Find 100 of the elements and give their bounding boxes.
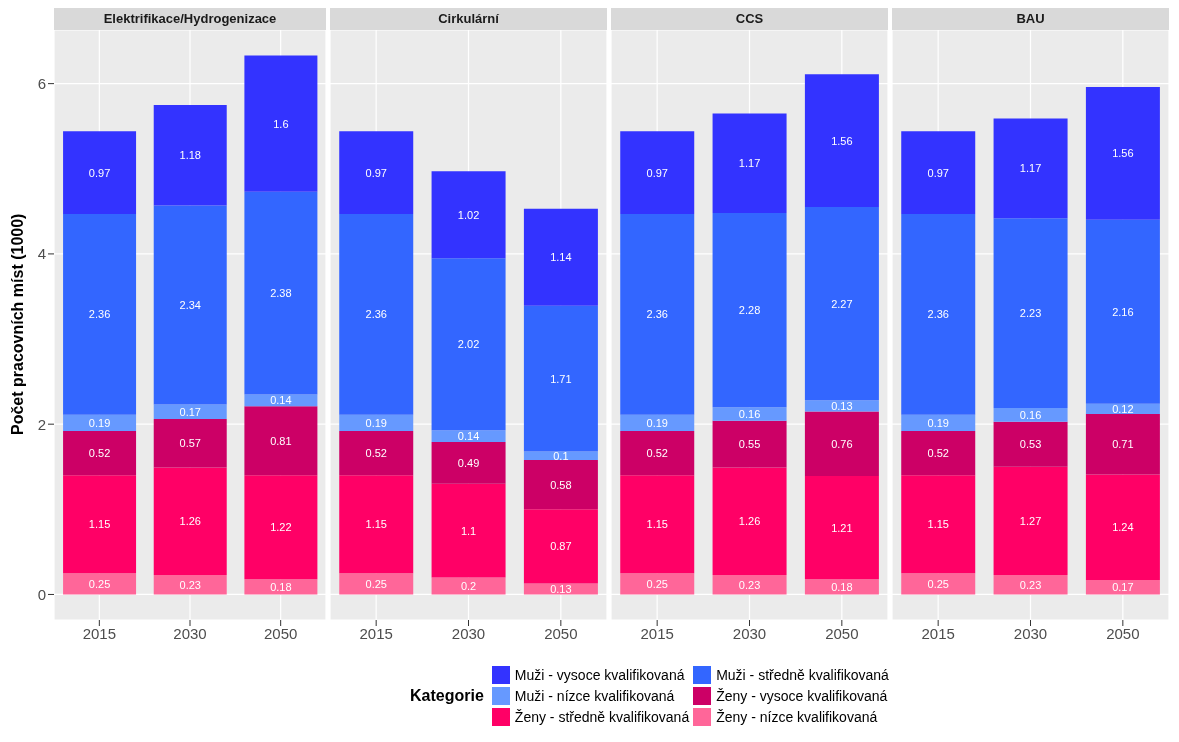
x-tick-label: 2030 [173,624,207,642]
data-label: 1.15 [646,518,668,531]
data-label: 0.97 [646,166,668,179]
data-label: 1.26 [179,515,201,528]
bar [63,414,137,431]
bar [620,213,695,415]
y-tick-label: 0 [37,585,46,603]
bar [523,451,598,460]
bar [431,483,506,578]
data-label: 2.36 [927,308,949,321]
data-label: 0.23 [1019,578,1042,591]
data-label: 1.27 [1019,514,1042,527]
bar [901,414,976,431]
bar [1085,219,1160,404]
bar [244,475,318,580]
data-label: 1.22 [270,521,292,534]
data-label: 0.2 [460,579,477,592]
data-label: 2.27 [831,297,853,310]
bar [63,573,137,595]
data-label: 0.12 [1112,402,1134,415]
data-label: 0.19 [646,416,668,429]
data-label: 0.17 [179,405,201,418]
bar [153,419,227,468]
bar [901,431,976,476]
bar [804,207,879,401]
chart-title: CCS [611,8,888,30]
bar [993,466,1068,575]
bar [339,414,414,431]
x-tick-label: 2015 [640,624,674,642]
bar [63,213,137,415]
x-tick-label: 2015 [82,624,117,642]
bar [993,118,1068,219]
x-tick-label: 2050 [544,624,578,642]
data-label: 0.13 [550,582,572,595]
data-label: 0.57 [179,437,201,450]
data-label: 1.17 [1019,162,1042,175]
data-label: 1.71 [550,372,572,385]
data-label: 0.81 [270,434,292,447]
bar [620,131,695,214]
data-label: 0.19 [365,416,387,429]
bar [339,131,414,214]
x-tick-label: 2050 [263,624,298,642]
data-label: 0.25 [88,577,111,590]
bar [901,573,976,595]
bar [620,414,695,431]
bar [804,476,879,580]
x-tick-label: 2030 [1013,624,1048,642]
bar [804,74,879,208]
bar [244,55,318,192]
bar [244,406,318,476]
bar [804,411,879,477]
data-label: 0.76 [831,437,853,450]
bar [712,113,787,214]
legend-label: Ženy - nízce kvalifikovaná [716,709,878,725]
data-label: 0.18 [270,580,292,593]
data-label: 0.23 [738,578,761,591]
bar [804,579,879,595]
bar [620,475,695,574]
data-label: 2.38 [270,286,292,299]
y-tick-label: 2 [37,415,46,433]
chart-title: BAU [892,8,1169,30]
bar [712,574,787,595]
bar [993,421,1068,467]
bar [620,431,695,476]
data-label: 0.25 [646,577,668,590]
data-label: 0.16 [1019,408,1042,421]
data-label: 1.26 [738,515,761,528]
bar [712,407,787,421]
bar [153,467,227,575]
bar [63,475,137,574]
data-label: 2.36 [365,308,387,321]
data-label: 0.97 [88,166,111,179]
bar [63,131,137,214]
data-label: 2.02 [457,338,480,351]
data-label: 2.23 [1019,306,1042,319]
data-label: 1.24 [1112,521,1134,534]
data-label: 1.14 [550,251,572,264]
bar [620,573,695,595]
bar [1085,579,1160,595]
bar [153,104,227,206]
data-label: 2.28 [738,304,761,317]
data-label: 0.23 [179,578,201,591]
data-label: 0.97 [365,166,387,179]
data-label: 0.19 [88,416,111,429]
data-label: 2.34 [179,298,201,311]
data-label: 0.97 [927,166,949,179]
data-label: 0.13 [831,399,853,412]
bar [993,218,1068,409]
bar [244,579,318,595]
data-label: 0.14 [457,430,480,443]
bar [901,475,976,574]
data-label: 1.56 [831,134,853,147]
data-label: 0.17 [1112,581,1134,594]
y-tick-label: 6 [37,74,46,92]
bar [153,205,227,405]
data-label: 1.17 [738,157,761,170]
bar [244,394,318,407]
bar [901,213,976,415]
bar [523,509,598,584]
data-label: 0.49 [457,456,480,469]
